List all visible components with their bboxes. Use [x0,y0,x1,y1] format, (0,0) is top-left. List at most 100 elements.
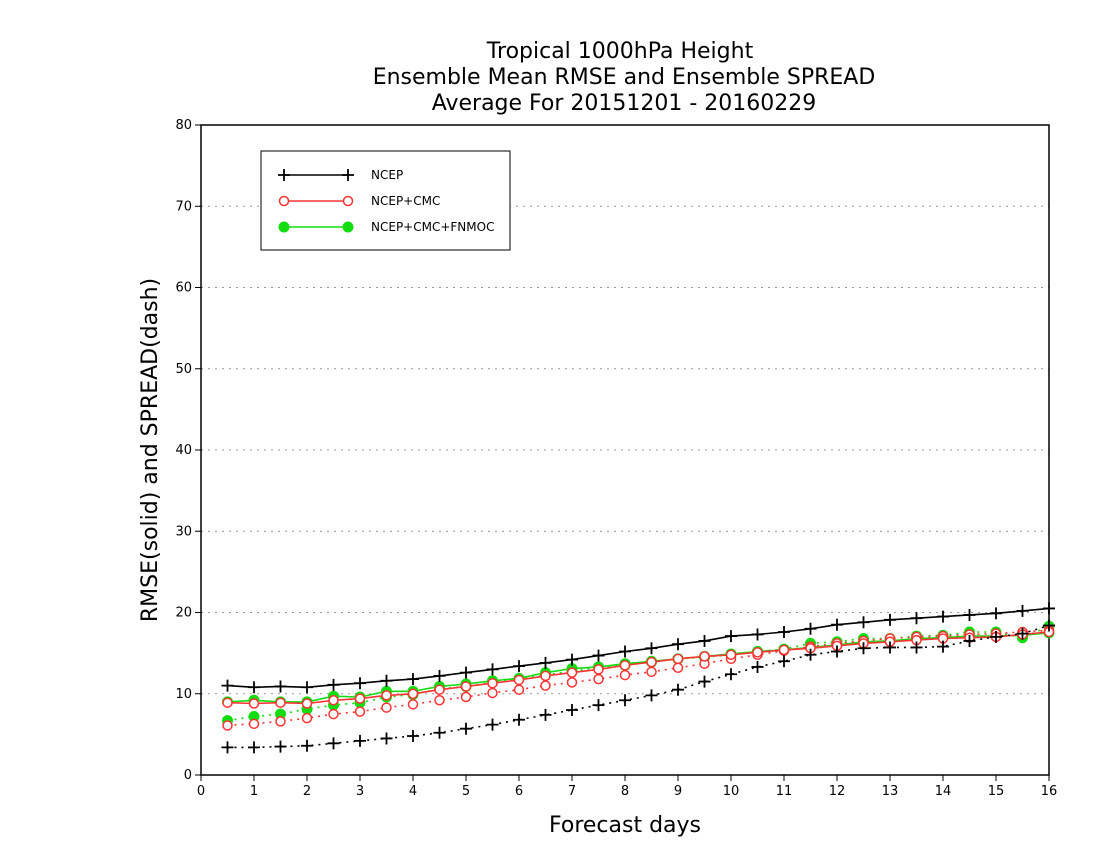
rmse-line [227,631,1050,705]
rmse-point [752,647,763,658]
spread-point [593,673,604,685]
legend-marker [278,221,290,233]
rmse-point [539,656,552,669]
rmse-point [248,681,260,694]
spread-point [354,706,366,717]
spread-point [963,634,976,647]
x-tick-label: 11 [776,784,793,799]
x-axis-label: Forecast days [549,813,701,838]
x-tick-label: 10 [723,784,740,799]
rmse-point [487,677,498,689]
rmse-point [725,649,737,660]
rmse-point [699,651,710,662]
legend-label: NCEP+CMC+FNMOC [371,220,494,234]
legend-marker [342,169,354,181]
spread-point [513,684,525,695]
x-tick-label: 14 [935,784,952,799]
title-line-3: Average For 20151201 - 20160229 [432,91,817,116]
y-tick-label: 50 [175,362,192,377]
rmse-point [592,649,605,662]
rmse-point [778,626,790,638]
series-layer [221,602,1055,754]
rmse-point [433,669,446,682]
rmse-point [248,698,260,709]
x-tick-label: 1 [250,784,258,799]
spread-point [566,704,578,716]
y-tick-label: 20 [175,606,192,621]
spread-point [221,741,234,754]
rmse-point [381,690,392,701]
rmse-point [831,618,843,631]
spread-point [566,677,578,688]
spread-point [645,689,658,702]
rmse-point [513,660,525,673]
x-tick-label: 15 [988,784,1005,799]
rmse-point [725,630,737,643]
rmse-point [222,697,233,708]
rmse-point [672,638,684,651]
rmse-point [619,660,631,671]
legend-marker [342,221,354,233]
spread-point [804,648,817,661]
x-tick-label: 12 [829,784,846,799]
spread-point [407,730,419,742]
rmse-point [963,608,976,621]
spread-point [751,660,764,673]
x-tick-label: 2 [303,784,311,799]
spread-point [434,695,445,706]
spread-point [990,630,1002,643]
spread-point [937,640,949,653]
legend: NCEP NCEP+CMC NCEP+CMC+FNMOC [260,150,511,251]
spread-point [275,716,286,727]
spread-line [227,624,1050,749]
spread-point [248,741,260,754]
x-axis: 0 1 2 3 4 5 6 7 8 9 10 11 12 13 14 15 16 [197,775,1057,799]
spread-point [248,718,260,730]
y-tick-label: 80 [175,118,192,133]
rmse-point [937,610,949,623]
rmse-point [460,681,472,692]
spread-point [274,740,287,753]
rmse-point [751,628,764,641]
rmse-point [274,680,287,693]
chart-title: Tropical 1000hPa Height Ensemble Mean RM… [373,39,876,116]
spread-point [619,669,631,681]
rmse-point [327,678,340,691]
spread-point [1016,627,1029,640]
rmse-point [990,607,1002,620]
title-line-1: Tropical 1000hPa Height [486,39,754,64]
rmse-point [593,664,604,675]
grid-lines [201,205,1049,695]
y-axis-label: RMSE(solid) and SPREAD(dash) [138,278,163,622]
series-ncep [221,602,1055,754]
x-tick-label: 4 [409,784,417,799]
y-tick-label: 30 [175,524,192,539]
rmse-point [354,677,366,690]
rmse-point [328,695,339,706]
rmse-point [619,645,631,658]
spread-point [778,655,790,668]
spread-point [380,732,393,745]
spread-point [831,645,843,658]
title-line-2: Ensemble Mean RMSE and Ensemble SPREAD [373,65,876,90]
spread-point [433,726,446,739]
spread-point [381,702,392,713]
rmse-point [857,616,870,629]
spread-line [227,629,1050,727]
spread-point [884,641,896,654]
spread-point [540,680,551,691]
x-tick-label: 9 [674,784,682,799]
rmse-point [804,622,817,635]
spread-point [725,668,737,681]
x-tick-label: 16 [1041,784,1058,799]
spread-point [592,699,605,712]
rmse-point [645,642,658,655]
rmse-point [301,698,313,709]
x-tick-label: 13 [882,784,899,799]
spread-point [646,666,657,678]
legend-item: NCEP+CMC [278,194,440,208]
y-tick-label: 0 [184,768,192,783]
rmse-point [884,613,896,626]
x-tick-label: 6 [515,784,523,799]
